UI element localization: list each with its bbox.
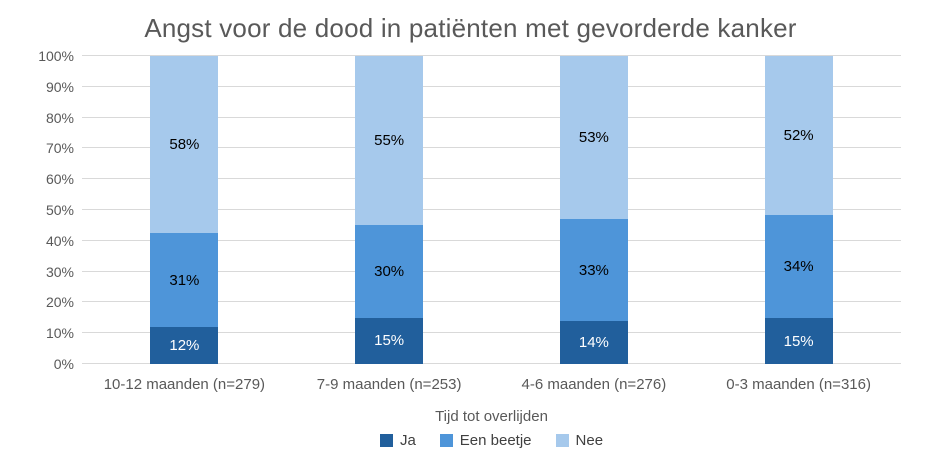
bar-segment-nee: 53% xyxy=(559,56,628,220)
legend-label: Een beetje xyxy=(459,432,532,449)
gridline xyxy=(82,239,901,241)
legend: Ja Een beetje Nee xyxy=(82,432,901,449)
legend-swatch-icon xyxy=(379,434,393,447)
gridline xyxy=(82,270,901,272)
bar-segment-ja: 15% xyxy=(764,318,833,364)
bar-segment-ja: 14% xyxy=(559,320,628,364)
bar-segment-ja: 12% xyxy=(150,327,219,364)
gridline xyxy=(82,147,901,149)
y-axis-tick-label: 60% xyxy=(45,171,74,188)
legend-label: Ja xyxy=(399,432,416,449)
bar-segment-ja: 15% xyxy=(355,317,424,364)
bar-segment-een-beetje: 30% xyxy=(355,225,424,318)
y-axis-tick-label: 30% xyxy=(45,263,74,280)
x-axis-category-label: 4-6 maanden (n=276) xyxy=(521,376,667,393)
y-axis-tick-label: 80% xyxy=(45,109,74,126)
legend-label: Nee xyxy=(575,432,604,449)
x-axis-category-label: 0-3 maanden (n=316) xyxy=(726,376,871,393)
x-axis-title: Tijd tot overlijden xyxy=(435,408,548,425)
stacked-bar: 15% 34% 52% xyxy=(764,56,833,364)
y-axis-tick-label: 70% xyxy=(45,140,74,157)
legend-item-een-beetje: Een beetje xyxy=(439,432,532,449)
legend-swatch-icon xyxy=(555,434,569,447)
bar-segment-een-beetje: 33% xyxy=(559,219,628,321)
x-axis-category-label: 7-9 maanden (n=253) xyxy=(316,376,462,393)
y-axis-tick-label: 20% xyxy=(45,294,74,311)
gridline xyxy=(82,116,901,118)
stacked-bar: 15% 30% 55% xyxy=(355,56,424,364)
y-axis-tick-label: 40% xyxy=(45,232,74,249)
gridline xyxy=(82,363,901,364)
legend-item-nee: Nee xyxy=(555,432,604,449)
chart-title: Angst voor de dood in patiënten met gevo… xyxy=(144,13,797,43)
bar-segment-een-beetje: 34% xyxy=(764,214,833,319)
y-axis-tick-label: 0% xyxy=(53,356,74,372)
y-axis-tick-label: 10% xyxy=(45,325,74,342)
gridline xyxy=(82,55,901,56)
legend-item-ja: Ja xyxy=(379,432,416,449)
y-axis-tick-label: 50% xyxy=(45,202,74,218)
gridline xyxy=(82,209,901,210)
gridline xyxy=(82,85,901,87)
y-axis-tick-label: 90% xyxy=(45,78,74,95)
gridline xyxy=(82,301,901,303)
legend-swatch-icon xyxy=(439,434,453,447)
stacked-bar: 12% 31% 58% xyxy=(150,56,219,364)
bar-segment-een-beetje: 31% xyxy=(150,232,219,328)
bar-segment-nee: 55% xyxy=(355,56,424,226)
bar-segment-nee: 52% xyxy=(764,56,833,215)
plot-area: 12% 31% 58% 15% 30% 55% 14% 33% 53% 15% 34% 52% xyxy=(82,55,901,364)
bar-segment-nee: 58% xyxy=(150,56,219,233)
y-axis-tick-label: 100% xyxy=(38,48,74,64)
gridline xyxy=(82,332,901,334)
stacked-bar: 14% 33% 53% xyxy=(559,56,628,364)
x-axis-category-label: 10-12 maanden (n=279) xyxy=(103,376,266,393)
gridline xyxy=(82,178,901,180)
